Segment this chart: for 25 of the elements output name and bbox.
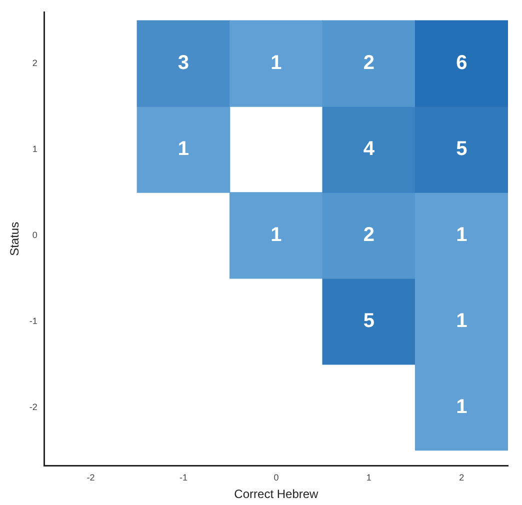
x-tick-label: -2 [86,472,95,483]
y-tick-label: -1 [29,316,38,326]
data-label: 1 [178,138,190,160]
data-label: 3 [178,52,190,74]
y-tick-label: 0 [32,230,38,240]
data-label: 2 [363,224,374,246]
y-axis-title: Status [8,222,22,256]
y-tick-label: 2 [32,58,38,68]
y-tick-label: -2 [29,402,38,412]
x-tick-label: -1 [179,472,188,483]
data-label: 6 [456,52,468,74]
x-axis-title: Correct Hebrew [234,487,319,502]
data-label: 2 [363,52,374,74]
data-label: 1 [270,224,282,246]
data-label: 5 [456,138,468,160]
data-label: 1 [456,224,468,246]
data-label: 1 [456,310,468,332]
x-tick-label: 1 [366,472,372,483]
data-label: 5 [363,310,374,332]
data-label: 1 [456,396,468,418]
data-label: 4 [363,138,376,160]
x-tick-label: 0 [274,472,279,483]
x-tick-label: 2 [459,472,464,483]
y-tick-label: 1 [32,144,38,154]
data-label: 1 [270,52,282,74]
